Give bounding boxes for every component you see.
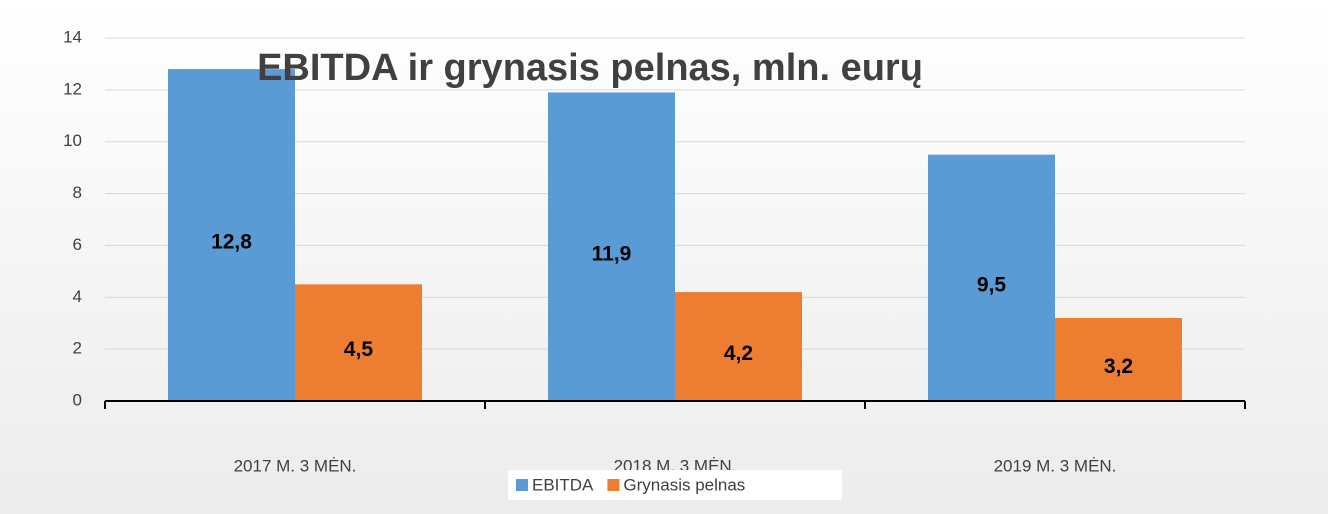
- y-tick-label: 8: [73, 183, 82, 202]
- bar: [928, 154, 1055, 401]
- value-label: 9,5: [977, 273, 1007, 296]
- x-tick-label: 2019 M. 3 MĖN.: [994, 456, 1117, 475]
- legend-box: [508, 470, 842, 500]
- value-label: 4,5: [344, 338, 374, 361]
- bar: [295, 284, 422, 401]
- value-label: 11,9: [592, 242, 632, 265]
- legend-swatch: [516, 479, 528, 491]
- y-tick-label: 10: [63, 131, 82, 150]
- x-tick-label: 2017 M. 3 MĖN.: [234, 456, 357, 475]
- bar: [548, 92, 675, 401]
- y-tick-label: 12: [63, 79, 82, 98]
- y-tick-label: 0: [73, 390, 82, 409]
- y-tick-label: 6: [73, 235, 82, 254]
- legend-label: EBITDA: [532, 475, 594, 494]
- y-tick-label: 14: [63, 27, 82, 46]
- y-tick-label: 2: [73, 339, 82, 358]
- legend-swatch: [607, 479, 620, 491]
- bar: [675, 292, 802, 401]
- value-label: 12,8: [211, 231, 252, 254]
- y-tick-label: 4: [73, 287, 82, 306]
- bar: [168, 69, 295, 401]
- legend-label: Grynasis pelnas: [623, 475, 745, 494]
- chart-title: EBITDA ir grynasis pelnas, mln. eurų: [257, 47, 923, 89]
- bar: [1055, 318, 1182, 401]
- value-label: 4,2: [724, 342, 753, 365]
- value-label: 3,2: [1104, 355, 1133, 378]
